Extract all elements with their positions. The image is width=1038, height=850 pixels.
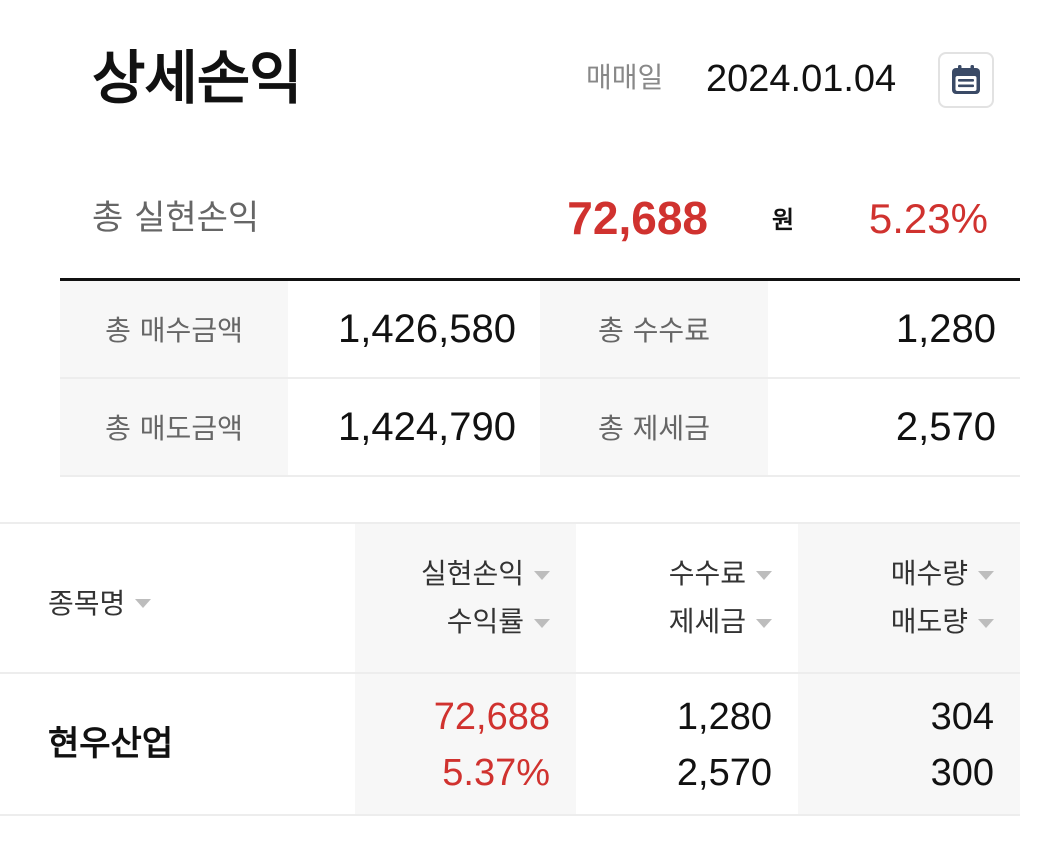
summary-grid: 총 매수금액 1,426,580 총 수수료 1,280 총 매도금액 1,42…: [60, 281, 1020, 477]
cell-pl: 72,688 5.37%: [355, 674, 576, 814]
stock-fee-value: 1,280: [676, 696, 772, 738]
total-pnl-unit: 원: [772, 206, 795, 234]
table-row[interactable]: 현우산업 72,688 5.37% 1,280 2,570 304 300: [0, 674, 1020, 816]
total-buy-amount-label: 총 매수금액: [60, 281, 288, 377]
header-col-pl: 실현손익 수익률: [355, 524, 576, 672]
sort-down-icon: [534, 618, 550, 628]
page-title: 상세손익: [92, 44, 302, 112]
header-fee-label: 수수료: [668, 557, 746, 590]
sort-tax-button[interactable]: 제세금: [669, 604, 772, 640]
sort-down-icon: [135, 598, 152, 608]
header-col-qty: 매수량 매도량: [798, 524, 1020, 672]
header-buy-qty-label: 매수량: [890, 557, 968, 590]
stock-rate-value: 5.37%: [442, 752, 550, 794]
total-sell-amount-label: 총 매도금액: [60, 379, 288, 475]
total-fee-label: 총 수수료: [540, 281, 768, 377]
stock-tax-value: 2,570: [676, 752, 772, 794]
header-pl-label: 실현손익: [420, 557, 524, 590]
summary-row: 총 매도금액 1,424,790 총 제세금 2,570: [60, 379, 1020, 477]
header-col-name: 종목명: [0, 524, 355, 672]
total-fee-value: 1,280: [895, 306, 996, 351]
header: 상세손익 매매일 2024.01.04: [0, 0, 1038, 160]
table-header: 종목명 실현손익 수익률 수수료: [0, 522, 1020, 674]
cell-qty: 304 300: [798, 674, 1020, 814]
calendar-button[interactable]: [938, 52, 994, 108]
sort-down-icon: [534, 570, 550, 580]
total-pnl-amount: 72,688: [567, 192, 708, 244]
stock-buy-qty-value: 304: [930, 696, 994, 738]
header-col-fee: 수수료 제세금: [576, 524, 798, 672]
total-tax-label: 총 제세금: [540, 379, 768, 475]
sort-down-icon: [978, 618, 994, 628]
header-name-label: 종목명: [48, 587, 126, 620]
stock-sell-qty-value: 300: [930, 752, 994, 794]
stock-pnl-table: 종목명 실현손익 수익률 수수료: [0, 522, 1020, 816]
total-pnl-label: 총 실현손익: [92, 198, 260, 238]
sort-pl-button[interactable]: 실현손익: [421, 556, 550, 592]
summary-row: 총 매수금액 1,426,580 총 수수료 1,280: [60, 281, 1020, 379]
sort-down-icon: [978, 570, 994, 580]
header-sell-qty-label: 매도량: [890, 605, 968, 638]
total-buy-amount-value: 1,426,580: [338, 306, 516, 351]
trade-date-value[interactable]: 2024.01.04: [706, 58, 897, 100]
cell-name: 현우산업: [0, 674, 355, 814]
sort-buy-qty-button[interactable]: 매수량: [891, 556, 994, 592]
sort-rate-button[interactable]: 수익률: [447, 604, 550, 640]
cell-fee: 1,280 2,570: [576, 674, 798, 814]
total-pnl-rate: 5.23%: [868, 195, 988, 242]
sort-sell-qty-button[interactable]: 매도량: [891, 604, 994, 640]
total-sell-amount-value: 1,424,790: [338, 404, 516, 449]
sort-name-button[interactable]: 종목명: [48, 582, 152, 622]
sort-fee-button[interactable]: 수수료: [669, 556, 772, 592]
sort-down-icon: [756, 618, 772, 628]
calendar-icon: [952, 65, 980, 94]
summary-divider: [60, 278, 1020, 281]
sort-down-icon: [756, 570, 772, 580]
header-rate-label: 수익률: [446, 605, 524, 638]
total-realized-pnl: 총 실현손익 72,688 원 5.23%: [60, 178, 1020, 278]
stock-pl-value: 72,688: [433, 696, 550, 738]
header-tax-label: 제세금: [668, 605, 746, 638]
stock-name: 현우산업: [48, 724, 174, 764]
trade-date-label: 매매일: [586, 61, 664, 94]
total-tax-value: 2,570: [895, 404, 996, 449]
